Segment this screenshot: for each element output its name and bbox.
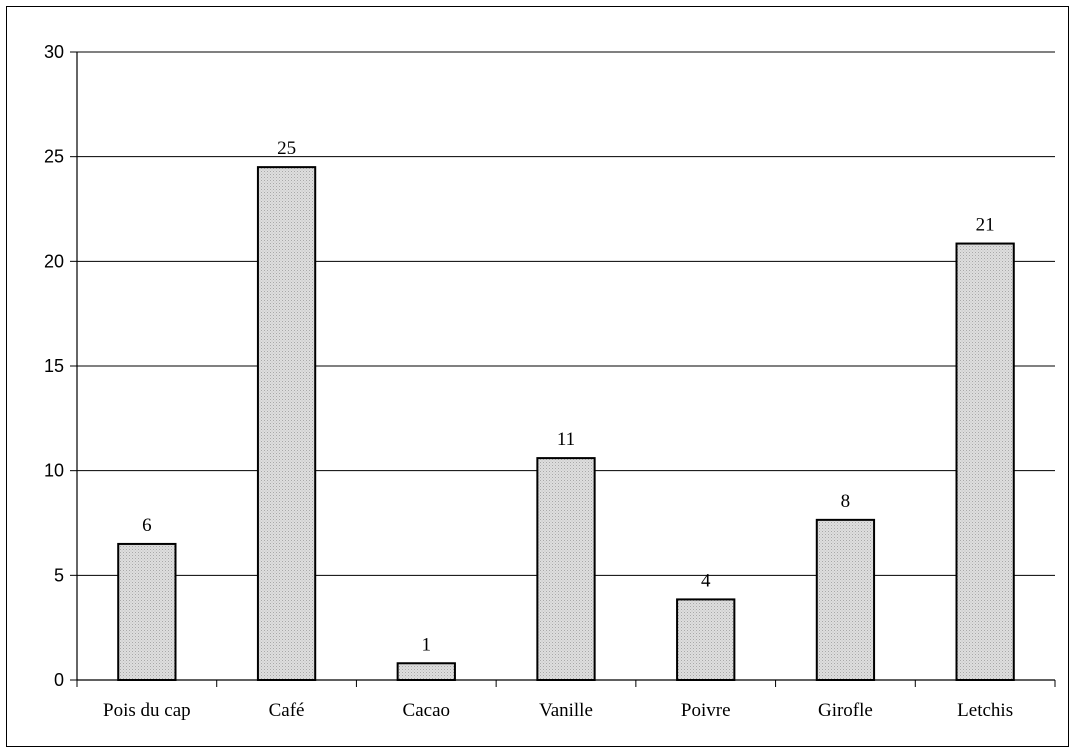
bar-0 — [117, 542, 177, 682]
data-label-0: 6 — [142, 515, 152, 536]
y-tick-label-3: 15 — [44, 356, 64, 376]
y-tick-label-6: 30 — [44, 42, 64, 62]
y-tick-label-0: 0 — [54, 670, 64, 690]
plot-area: 0 5 10 15 20 25 30 6 Pois du cap 25 Café 1 Cacao 11 Va… — [44, 42, 1056, 721]
bar-3 — [536, 457, 596, 681]
x-tick-label-4: Poivre — [681, 700, 731, 721]
y-tick-label-5: 25 — [44, 147, 64, 167]
y-tick-label-4: 20 — [44, 251, 64, 271]
bar-1 — [256, 166, 317, 681]
y-tick-label-1: 5 — [54, 565, 64, 585]
x-tick-label-1: Café — [269, 700, 305, 721]
data-label-5: 8 — [841, 491, 851, 512]
bar-6 — [955, 242, 1015, 681]
data-label-6: 21 — [976, 215, 995, 236]
x-tick-label-0: Pois du cap — [103, 700, 191, 721]
x-tick-label-6: Letchis — [957, 700, 1013, 721]
data-label-2: 1 — [422, 634, 432, 655]
x-tick-label-2: Cacao — [403, 700, 450, 721]
y-tick-label-2: 10 — [44, 461, 64, 481]
bar-5 — [815, 518, 876, 681]
data-label-4: 4 — [701, 570, 711, 591]
x-tick-label-5: Girofle — [818, 700, 873, 721]
x-tick-label-3: Vanille — [539, 700, 593, 721]
bar-4 — [676, 598, 736, 682]
data-label-1: 25 — [277, 138, 296, 159]
data-label-3: 11 — [557, 429, 575, 450]
bar-2 — [396, 662, 456, 682]
